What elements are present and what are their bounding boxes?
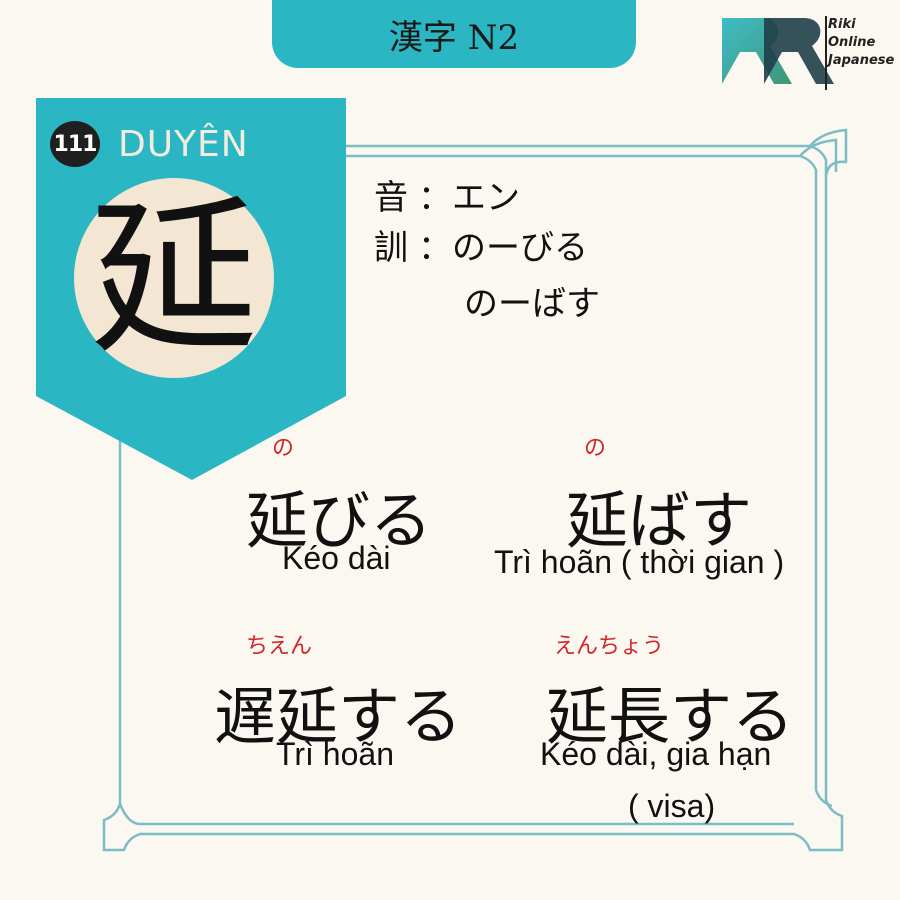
kun-reading-value-1: ：のーびる [418,228,588,268]
level-tab: 漢字 N2 [272,0,636,68]
vocab-2-furigana: の [584,436,607,461]
riki-logo-icon [722,16,834,90]
vocab-4-meaning-note: ( visa) [628,788,716,824]
main-kanji: 延 [90,180,258,376]
kanji-circle [74,178,274,378]
on-reading-value: ：エン [418,178,520,218]
vocab-1-furigana: の [272,436,295,461]
vocab-4-meaning: Kéo dài, gia hạn [540,736,772,772]
level-tab-label: 漢字 N2 [388,17,520,58]
kun-reading-label: 訓 [374,228,408,268]
vocab-3-word: 遅延する [214,680,463,753]
han-viet-title: DUYÊN [118,124,249,165]
brand-name: Riki Online Japanese [828,17,895,68]
kun-reading-value-2: のーばす [464,284,600,324]
vocab-2-meaning: Trì hoãn ( thời gian ) [494,544,785,580]
vocab-1-word: 延びる [246,484,433,557]
vocab-1-meaning: Kéo dài [282,540,391,576]
vocab-4-furigana: えんちょう [554,634,665,659]
vocab-2-word: 延ばす [566,484,753,557]
vocab-4-word: 延長する [546,680,795,753]
kanji-number-badge: 111 [50,121,100,167]
on-reading-label: 音 [374,178,408,218]
vocab-3-meaning: Trì hoãn [276,736,394,772]
vocab-3-furigana: ちえん [246,634,313,659]
